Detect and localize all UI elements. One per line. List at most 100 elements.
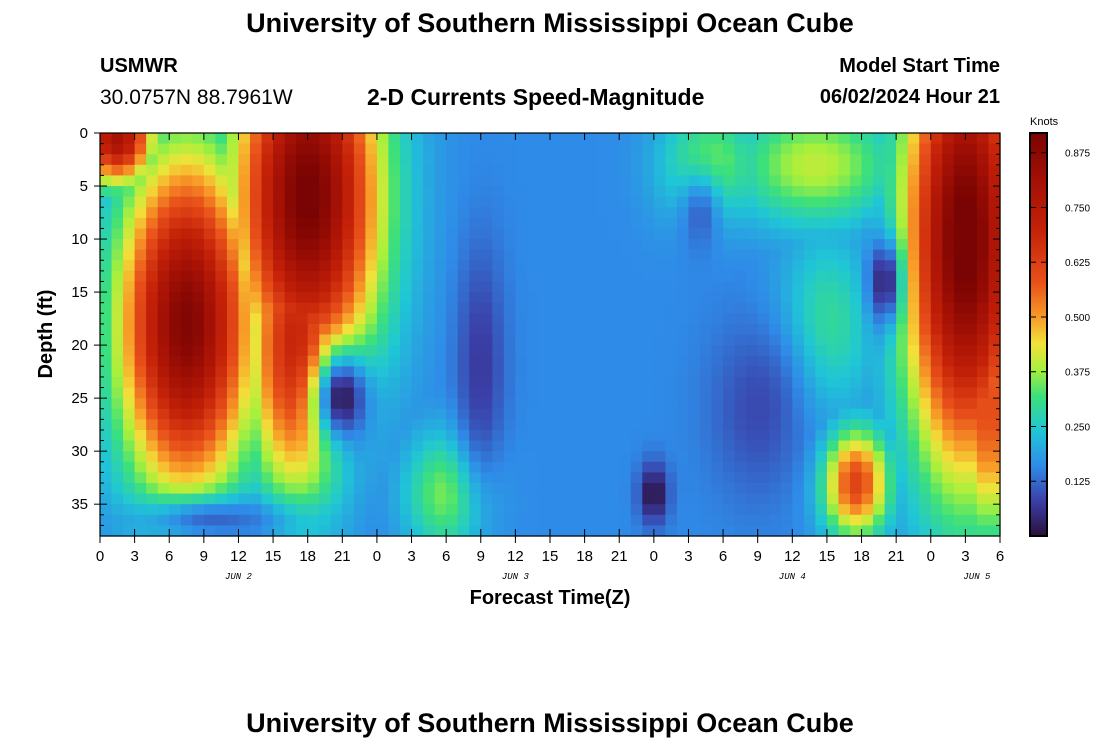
heatmap-cell xyxy=(700,387,713,399)
heatmap-cell xyxy=(319,228,332,240)
heatmap-cell xyxy=(342,504,355,516)
heatmap-cell xyxy=(792,270,805,283)
heatmap-cell xyxy=(688,334,701,346)
heatmap-cell xyxy=(342,376,355,389)
heatmap-cell xyxy=(100,366,113,378)
heatmap-cell xyxy=(469,239,482,251)
heatmap-cell xyxy=(746,260,759,272)
heatmap-cell xyxy=(630,334,643,346)
heatmap-cell xyxy=(388,323,401,336)
heatmap-cell xyxy=(446,186,459,198)
heatmap-cell xyxy=(261,133,274,145)
heatmap-cell xyxy=(873,334,886,346)
heatmap-cell xyxy=(746,323,759,336)
heatmap-cell xyxy=(584,270,597,283)
heatmap-cell xyxy=(930,451,943,463)
heatmap-cell xyxy=(965,323,978,336)
heatmap-cell xyxy=(215,429,228,442)
heatmap-cell xyxy=(492,345,505,357)
heatmap-cell xyxy=(238,154,251,166)
heatmap-cell xyxy=(434,355,447,367)
heatmap-cell xyxy=(550,419,563,431)
heatmap-cell xyxy=(976,239,990,251)
heatmap-cell xyxy=(434,345,447,357)
heatmap-cell xyxy=(492,408,505,420)
heatmap-cell xyxy=(815,154,828,166)
heatmap-cell xyxy=(180,334,193,346)
heatmap-cell xyxy=(284,302,297,314)
heatmap-cell xyxy=(203,355,216,367)
heatmap-cell xyxy=(688,482,701,495)
heatmap-cell xyxy=(123,164,136,177)
heatmap-cell xyxy=(134,419,147,431)
heatmap-cell xyxy=(203,461,216,473)
heatmap-cell xyxy=(850,387,863,399)
heatmap-cell xyxy=(376,260,390,272)
heatmap-cell xyxy=(192,504,205,516)
heatmap-cell xyxy=(180,398,193,410)
heatmap-cell xyxy=(561,376,574,389)
heatmap-cell xyxy=(803,249,816,261)
heatmap-cell xyxy=(215,366,228,378)
heatmap-cell xyxy=(411,323,424,336)
heatmap-cell xyxy=(976,387,990,399)
heatmap-cell xyxy=(111,419,124,431)
heatmap-cell xyxy=(284,228,297,240)
heatmap-cell xyxy=(192,419,205,431)
heatmap-cell xyxy=(826,260,840,272)
heatmap-cell xyxy=(942,175,955,187)
heatmap-cell xyxy=(792,419,805,431)
heatmap-cell xyxy=(723,525,736,537)
heatmap-cell xyxy=(192,239,205,251)
heatmap-cell xyxy=(330,355,343,367)
heatmap-cell xyxy=(388,461,401,473)
heatmap-cell xyxy=(850,451,863,463)
heatmap-cell xyxy=(330,408,343,420)
heatmap-cell xyxy=(953,398,966,410)
heatmap-cell xyxy=(688,249,701,261)
heatmap-cell xyxy=(803,366,816,378)
heatmap-cell xyxy=(250,472,263,484)
heatmap-cell xyxy=(330,154,343,166)
heatmap-cell xyxy=(365,302,378,314)
heatmap-cell xyxy=(884,217,897,230)
heatmap-cell xyxy=(584,313,597,325)
heatmap-cell xyxy=(492,514,505,526)
heatmap-cell xyxy=(919,387,932,399)
heatmap-cell xyxy=(711,514,724,526)
heatmap-cell xyxy=(584,408,597,420)
heatmap-cell xyxy=(330,249,343,261)
heatmap-cell xyxy=(515,355,528,367)
heatmap-cell xyxy=(861,154,874,166)
heatmap-cell xyxy=(169,207,182,219)
heatmap-cell xyxy=(561,440,574,452)
heatmap-cell xyxy=(411,345,424,357)
heatmap-cell xyxy=(526,217,540,230)
heatmap-cell xyxy=(469,472,482,484)
heatmap-cell xyxy=(250,525,263,537)
heatmap-cell xyxy=(873,239,886,251)
heatmap-cell xyxy=(676,239,690,251)
heatmap-cell xyxy=(423,239,436,251)
heatmap-cell xyxy=(919,525,932,537)
heatmap-cell xyxy=(492,196,505,208)
heatmap-cell xyxy=(734,175,747,187)
heatmap-cell xyxy=(411,493,424,505)
heatmap-cell xyxy=(261,366,274,378)
heatmap-cell xyxy=(457,440,470,452)
heatmap-cell xyxy=(411,334,424,346)
heatmap-cell xyxy=(157,345,170,357)
heatmap-cell xyxy=(757,270,770,283)
heatmap-cell xyxy=(388,472,401,484)
heatmap-cell xyxy=(884,186,897,198)
heatmap-cell xyxy=(376,451,390,463)
heatmap-cell xyxy=(111,143,124,155)
heatmap-cell xyxy=(642,154,655,166)
heatmap-cell xyxy=(469,313,482,325)
heatmap-cell xyxy=(573,514,586,526)
heatmap-cell xyxy=(803,482,816,495)
heatmap-cell xyxy=(826,196,840,208)
heatmap-cell xyxy=(642,196,655,208)
heatmap-cell xyxy=(838,429,851,442)
heatmap-cell xyxy=(769,164,782,177)
